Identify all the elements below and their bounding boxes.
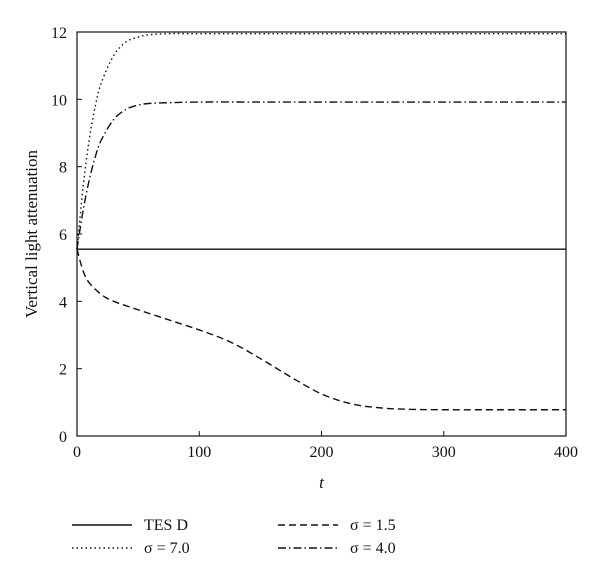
legend-label: σ = 4.0 [350, 540, 396, 557]
x-tick-label: 0 [73, 444, 81, 461]
y-tick-label: 2 [59, 362, 67, 379]
x-tick-label: 300 [432, 444, 456, 461]
y-tick-label: 4 [59, 294, 67, 311]
y-tick-label: 10 [51, 92, 67, 109]
x-axis-title: t [319, 473, 325, 492]
legend-label: σ = 7.0 [144, 540, 190, 557]
y-tick-label: 6 [59, 227, 67, 244]
x-tick-label: 400 [554, 444, 578, 461]
x-tick-label: 100 [187, 444, 211, 461]
plot-frame [76, 31, 567, 437]
legend: TES D σ = 1.5 σ = 7.0 σ = 4.0 [72, 517, 396, 557]
y-axis-title: Vertical light attenuation [22, 149, 41, 318]
y-tick-label: 8 [59, 160, 67, 177]
legend-label: σ = 1.5 [350, 517, 396, 534]
y-tick-label: 0 [59, 429, 67, 446]
x-tick-label: 200 [310, 444, 334, 461]
series-layer [76, 32, 566, 411]
series-line-dashed [76, 248, 566, 411]
legend-label: TES D [144, 517, 188, 534]
series-line-dashdot [76, 101, 566, 250]
series-line-dotted [76, 32, 566, 250]
axes: 0 100 200 300 400 0 2 4 6 8 10 12 t Vertical light at… [22, 25, 578, 492]
y-tick-label: 12 [51, 25, 67, 42]
